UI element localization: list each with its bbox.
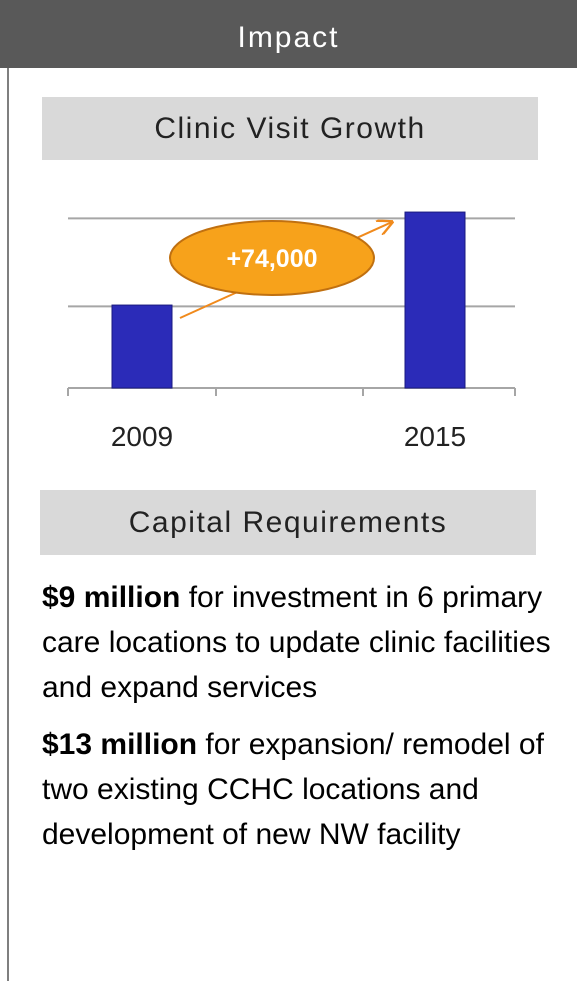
section-title: Capital Requirements — [40, 490, 536, 555]
header: Impact — [0, 0, 577, 68]
panel-border — [7, 68, 9, 981]
annotation: +74,000 — [226, 245, 317, 273]
x-tick-label: 2015 — [404, 421, 466, 452]
annotation-bubble — [169, 220, 375, 296]
bar — [111, 304, 173, 389]
requirement: $13 million for expansion/ remodel of tw… — [42, 722, 572, 857]
requirement: $9 million for investment in 6 primary c… — [42, 575, 572, 710]
amount: $13 million — [42, 728, 198, 761]
amount: $9 million — [42, 581, 181, 614]
x-tick-label: 2009 — [111, 421, 173, 452]
description: for expansion/ remodel of two existing C… — [42, 728, 544, 851]
bar — [404, 211, 466, 389]
description: for investment in 6 primary care locatio… — [42, 581, 551, 704]
chart-title: Clinic Visit Growth — [42, 97, 538, 160]
requirements: $9 million for investment in 6 primary c… — [42, 575, 572, 869]
